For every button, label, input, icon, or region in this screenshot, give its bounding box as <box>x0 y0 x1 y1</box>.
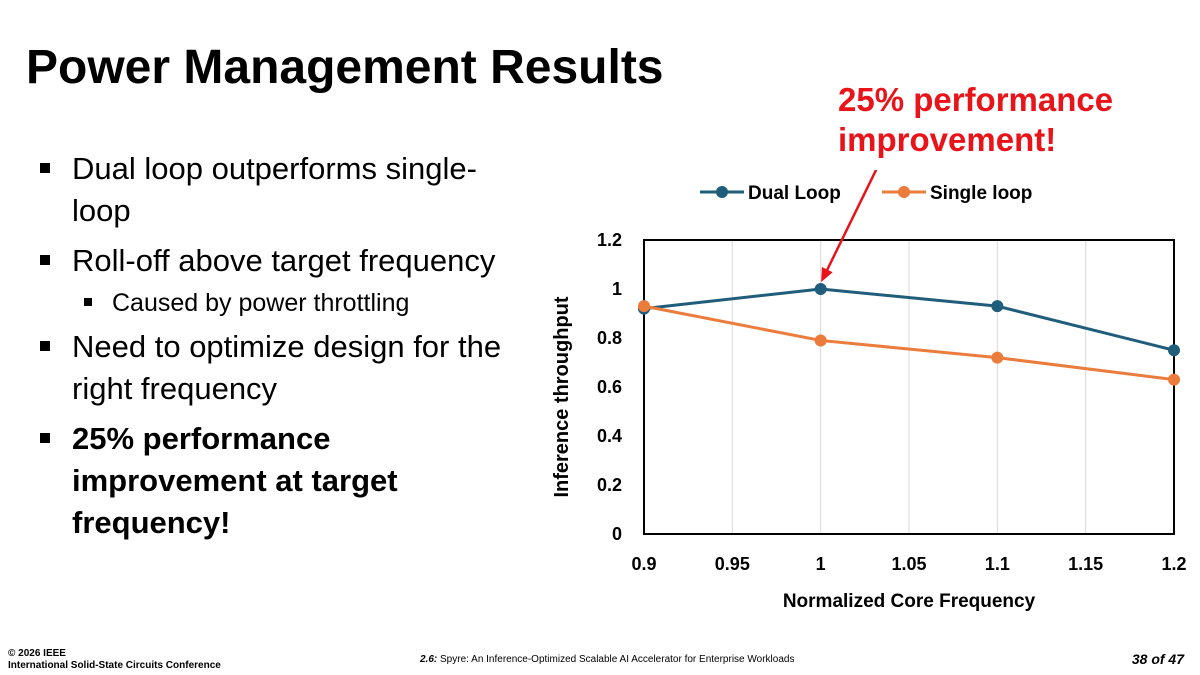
y-tick-label: 1 <box>612 279 622 299</box>
bullet-item: Dual loop outperforms single-loop <box>40 148 510 232</box>
data-point-dual-loop <box>814 283 827 295</box>
y-tick-label: 0.2 <box>597 475 622 495</box>
x-tick-label: 1.1 <box>985 554 1010 574</box>
x-tick-label: 0.95 <box>715 554 750 574</box>
page-number: 38 of 47 <box>1131 651 1184 667</box>
data-point-single-loop <box>638 300 650 313</box>
square-bullet-icon <box>84 298 92 306</box>
callout-line-2: improvement! <box>838 121 1057 158</box>
y-tick-label: 0.6 <box>597 377 622 397</box>
footer-paper-title: 2.6: Spyre: An Inference-Optimized Scala… <box>420 654 794 665</box>
sub-bullet-item: Caused by power throttling <box>40 286 510 320</box>
bullet-item: 25% performance improvement at target fr… <box>40 418 510 544</box>
legend-label: Dual Loop <box>748 183 841 204</box>
series-line-dual-loop <box>643 287 1175 352</box>
x-axis-label: Normalized Core Frequency <box>783 591 1036 612</box>
bullet-text: 25% performance improvement at target fr… <box>72 421 398 540</box>
legend-label: Single loop <box>930 183 1032 204</box>
y-tick-label: 0.8 <box>597 328 622 348</box>
legend-marker <box>898 186 910 198</box>
square-bullet-icon <box>40 341 50 351</box>
data-point-single-loop <box>991 351 1004 364</box>
x-tick-label: 1 <box>816 554 826 574</box>
data-point-dual-loop <box>1168 344 1180 357</box>
y-axis-label: Inference throughput <box>551 296 573 497</box>
y-tick-label: 0.4 <box>597 426 622 446</box>
slide-title: Power Management Results <box>26 41 664 94</box>
data-point-single-loop <box>814 334 827 347</box>
series-line-single-loop <box>643 304 1175 382</box>
bullet-text: Caused by power throttling <box>112 289 410 317</box>
y-tick-label: 0 <box>612 524 622 544</box>
bullet-text: Need to optimize design for the right fr… <box>72 329 502 406</box>
x-tick-label: 1.05 <box>891 554 926 574</box>
square-bullet-icon <box>40 163 50 173</box>
copyright-text: © 2026 IEEE <box>8 648 66 659</box>
annotation-arrow-shaft <box>823 170 878 276</box>
square-bullet-icon <box>40 255 50 265</box>
plot-area-border <box>643 239 1175 535</box>
x-tick-label: 1.2 <box>1161 554 1186 574</box>
y-tick-label: 1.2 <box>597 230 622 250</box>
legend-marker <box>716 186 728 198</box>
data-point-dual-loop <box>991 300 1004 313</box>
data-point-single-loop <box>1168 373 1180 386</box>
footer-copyright: © 2026 IEEE International Solid-State Ci… <box>8 648 221 672</box>
bullet-text: Roll-off above target frequency <box>72 243 496 278</box>
line-chart: 0 0.2 0.4 0.6 0.8 1 1.2 0.9 0.95 1 1.05 1.1 1.15 1.2 N… <box>551 170 1187 612</box>
x-tick-label: 1.15 <box>1068 554 1103 574</box>
x-tick-label: 0.9 <box>631 554 656 574</box>
bullet-item: Need to optimize design for the right fr… <box>40 326 510 410</box>
paper-title: Spyre: An Inference-Optimized Scalable A… <box>440 654 795 665</box>
session-number: 2.6: <box>420 654 438 665</box>
conference-name: International Solid-State Circuits Confe… <box>8 660 221 671</box>
callout-annotation: 25% performance improvement! <box>838 80 1178 160</box>
square-bullet-icon <box>40 433 50 443</box>
callout-line-1: 25% performance <box>838 81 1114 118</box>
annotation-arrow-head <box>821 266 833 283</box>
bullet-list: Dual loop outperforms single-loop Roll-o… <box>40 148 510 552</box>
bullet-text: Dual loop outperforms single-loop <box>72 151 477 228</box>
bullet-item: Roll-off above target frequency <box>40 240 510 282</box>
